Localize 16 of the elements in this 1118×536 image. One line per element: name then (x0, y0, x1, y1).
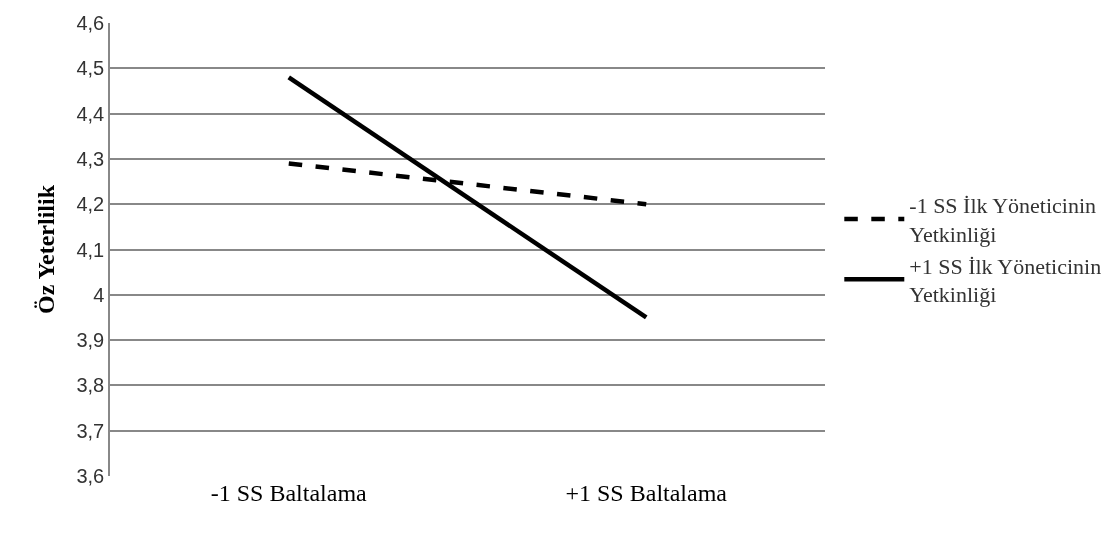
y-axis-title: Öz Yeterlilik (33, 184, 60, 315)
y-tick-label: 3,7 (76, 419, 105, 442)
y-tick-label: 4,1 (76, 238, 105, 261)
y-tick-label: 3,6 (76, 465, 105, 487)
y-tick-label: 3,8 (76, 374, 105, 397)
x-tick-label: +1 SS Baltalama (565, 480, 728, 506)
y-tick-label: 4,6 (76, 12, 105, 34)
legend-label: +1 SS İlk Yöneticinin Yetkinliği (909, 253, 1102, 308)
legend-label: -1 SS İlk Yöneticinin Yetkinliği (909, 193, 1097, 247)
y-tick-label: 4,5 (76, 57, 105, 80)
y-tick-label: 4,2 (76, 193, 105, 216)
y-tick-label: 3,9 (76, 329, 105, 352)
x-tick-label: -1 SS Baltalama (210, 480, 368, 506)
y-tick-label: 4,3 (76, 147, 105, 170)
y-tick-label: 4 (93, 283, 105, 306)
y-tick-label: 4,4 (76, 102, 105, 125)
